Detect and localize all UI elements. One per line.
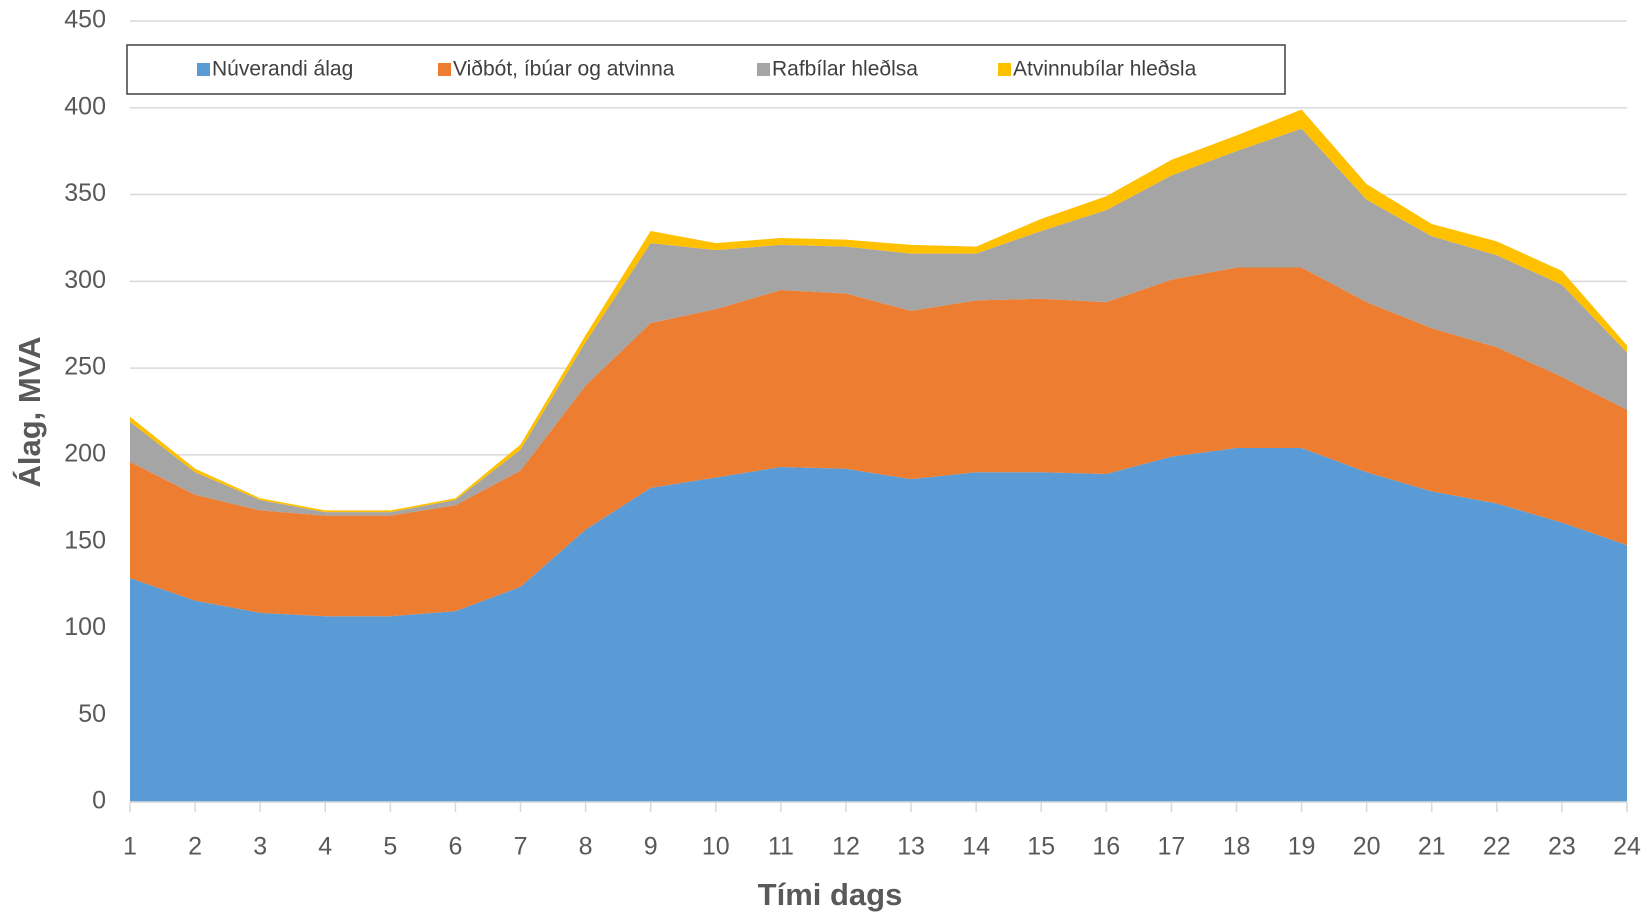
y-axis-title: Álag, MVA <box>12 337 47 488</box>
x-tick-label: 7 <box>514 833 528 861</box>
legend-swatch <box>757 63 770 76</box>
y-tick-label: 300 <box>64 266 106 294</box>
y-tick-label: 50 <box>78 700 106 728</box>
y-tick-label: 0 <box>92 787 106 815</box>
area <box>130 267 1627 617</box>
legend-label: Atvinnubílar hleðsla <box>1013 58 1197 81</box>
area <box>130 447 1627 802</box>
x-tick-label: 9 <box>644 833 658 861</box>
x-tick-label: 12 <box>832 833 860 861</box>
x-tick-label: 23 <box>1548 833 1576 861</box>
legend-label: Rafbílar hleðlsa <box>772 58 918 81</box>
x-tick-label: 19 <box>1288 833 1316 861</box>
x-tick-label: 10 <box>702 833 730 861</box>
y-tick-label: 400 <box>64 92 106 120</box>
y-tick-label: 250 <box>64 353 106 381</box>
legend-swatch <box>438 63 451 76</box>
x-tick-label: 22 <box>1483 833 1511 861</box>
x-axis-title: Tími dags <box>758 877 903 912</box>
x-tick-label: 17 <box>1157 833 1185 861</box>
x-tick-label: 16 <box>1092 833 1120 861</box>
y-tick-label: 100 <box>64 613 106 641</box>
x-tick-label: 18 <box>1223 833 1251 861</box>
x-tick-label: 20 <box>1353 833 1381 861</box>
x-tick-label: 14 <box>962 833 990 861</box>
x-tick-label: 3 <box>253 833 267 861</box>
y-tick-label: 150 <box>64 526 106 554</box>
x-tick-label: 13 <box>897 833 925 861</box>
y-tick-label: 350 <box>64 179 106 207</box>
x-tick-label: 8 <box>579 833 593 861</box>
y-tick-label: 200 <box>64 439 106 467</box>
x-tick-label: 2 <box>188 833 202 861</box>
x-tick-label: 24 <box>1613 833 1641 861</box>
legend-box <box>126 44 1286 95</box>
legend-label: Viðbót, íbúar og atvinna <box>453 58 675 81</box>
legend-label: Núverandi álag <box>212 58 353 81</box>
area <box>130 128 1627 516</box>
x-tick-label: 5 <box>383 833 397 861</box>
x-tick-label: 4 <box>318 833 332 861</box>
legend-swatch <box>197 63 210 76</box>
x-tick-label: 11 <box>768 833 794 861</box>
y-tick-label: 450 <box>64 6 106 34</box>
x-tick-label: 15 <box>1027 833 1055 861</box>
x-tick-label: 1 <box>123 833 137 861</box>
x-tick-label: 6 <box>448 833 462 861</box>
legend-swatch <box>998 63 1011 76</box>
x-tick-label: 21 <box>1418 833 1446 861</box>
